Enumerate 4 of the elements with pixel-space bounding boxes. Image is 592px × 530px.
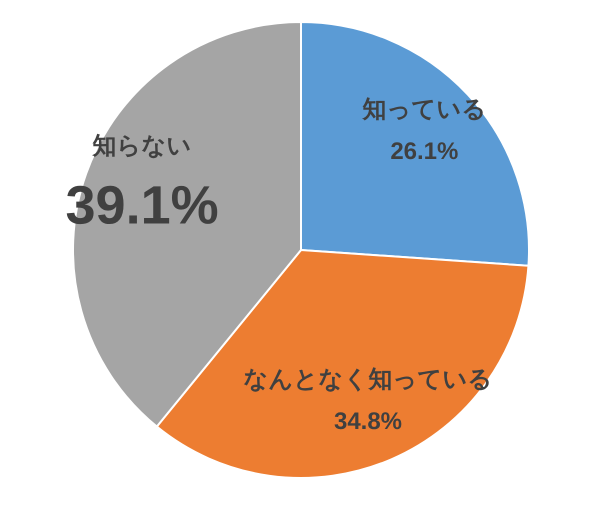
data-label: 34.8% (334, 408, 402, 435)
data-label: 26.1% (390, 138, 458, 165)
slice-label: 知っている (361, 94, 486, 123)
slice-label: なんとなく知っている (244, 364, 493, 393)
